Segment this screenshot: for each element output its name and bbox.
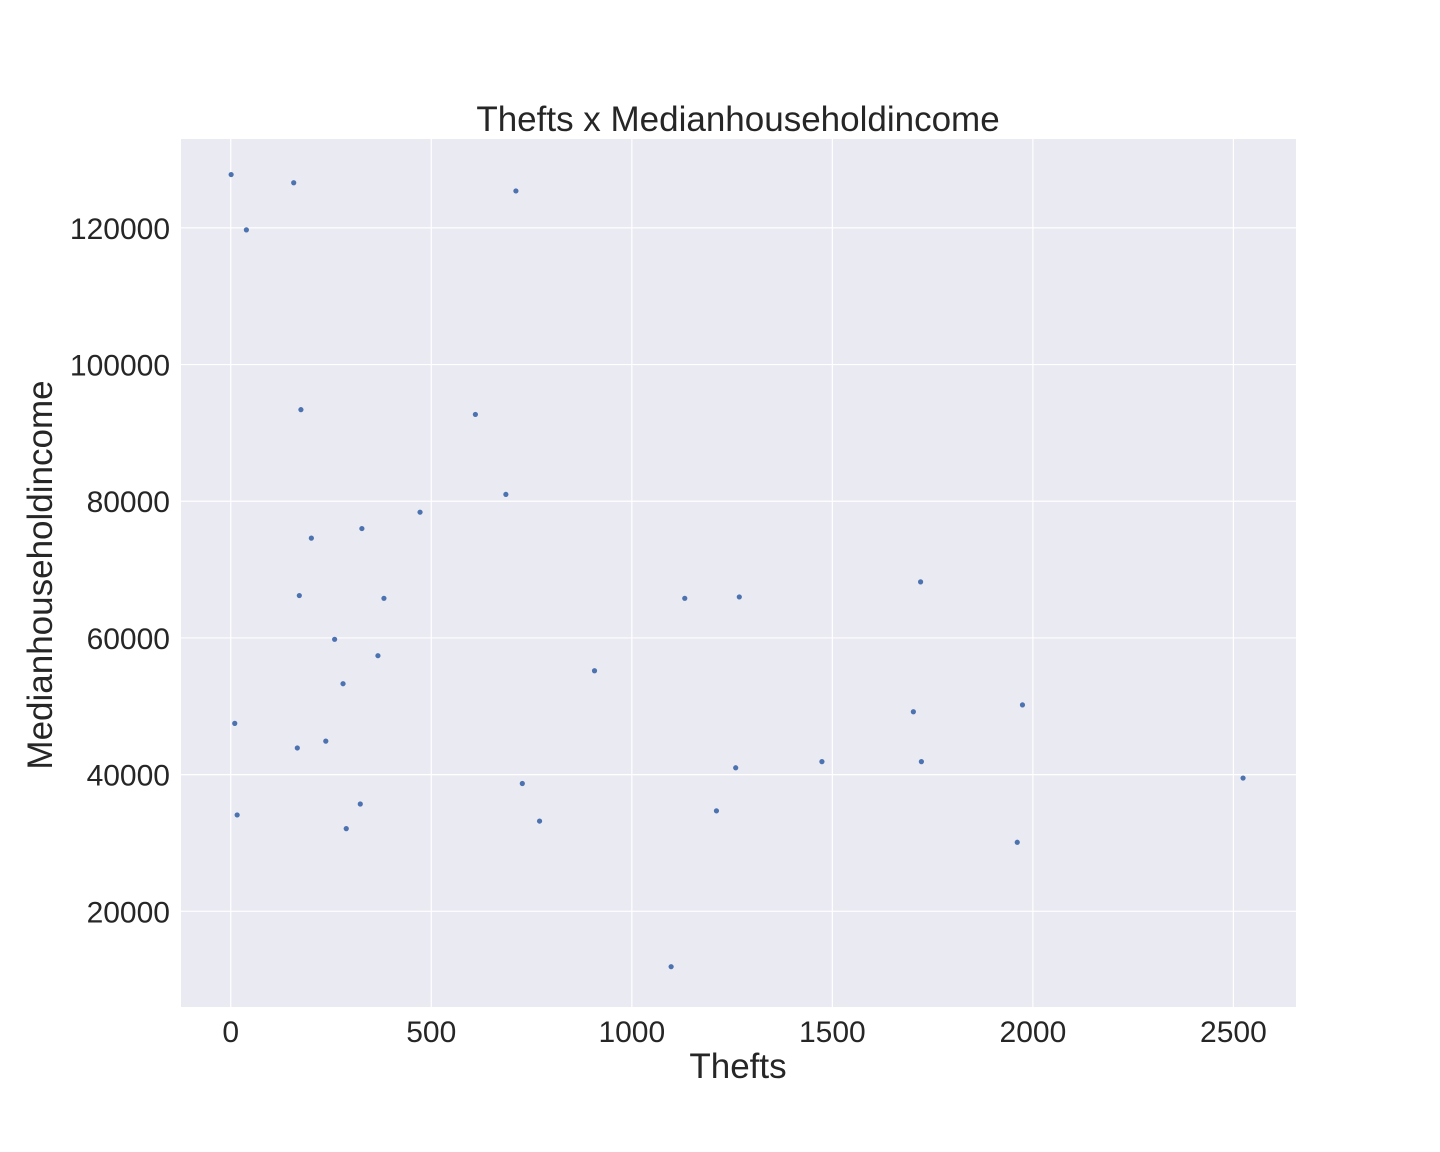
- data-point: [503, 491, 509, 498]
- data-point: [736, 594, 742, 600]
- data-point: [332, 636, 338, 642]
- data-point: [918, 759, 924, 765]
- data-point: [733, 765, 739, 771]
- data-point: [1014, 839, 1020, 845]
- y-tick-label: 20000: [87, 896, 170, 929]
- data-point: [668, 964, 674, 970]
- data-point: [359, 525, 365, 532]
- y-gridlines: [181, 227, 1296, 912]
- y-axis-label: Medianhouseholdincome: [21, 380, 60, 769]
- data-point: [536, 818, 543, 824]
- y-tick-label: 60000: [87, 623, 170, 656]
- data-point: [243, 227, 249, 233]
- data-point: [591, 668, 598, 674]
- data-point: [713, 808, 720, 814]
- data-point: [357, 801, 363, 807]
- data-point: [910, 709, 916, 715]
- y-tick-label: 80000: [87, 486, 170, 519]
- data-point: [340, 681, 346, 687]
- data-point: [291, 180, 297, 186]
- y-tick-labels: 20000 40000 60000 80000 100000 120000: [70, 213, 170, 929]
- data-point: [381, 595, 387, 601]
- plot-area: [181, 139, 1296, 1007]
- data-point: [472, 411, 478, 418]
- data-point: [417, 509, 423, 515]
- chart-title: Thefts x Medianhouseholdincome: [476, 100, 999, 139]
- x-gridlines: [230, 139, 1235, 1007]
- x-tick-label: 2500: [1200, 1016, 1267, 1049]
- data-point: [294, 745, 300, 751]
- data-points: [228, 171, 1246, 970]
- x-axis-label: Thefts: [689, 1047, 786, 1086]
- y-tick-label: 100000: [70, 350, 170, 383]
- data-point: [513, 188, 519, 194]
- data-point: [519, 780, 525, 787]
- data-point: [296, 592, 302, 599]
- data-point: [375, 653, 381, 659]
- data-point: [682, 595, 688, 601]
- data-point: [1240, 775, 1246, 781]
- data-point: [234, 812, 240, 818]
- data-point: [343, 826, 349, 832]
- data-point: [323, 738, 329, 744]
- data-point: [228, 171, 234, 178]
- y-tick-label: 120000: [70, 213, 170, 246]
- x-tick-labels: 0 500 1000 1500 2000 2500: [222, 1016, 1266, 1049]
- x-tick-label: 1500: [799, 1016, 866, 1049]
- y-tick-label: 40000: [87, 760, 170, 793]
- data-point: [308, 535, 314, 541]
- data-point: [917, 579, 924, 585]
- x-tick-label: 0: [222, 1016, 239, 1049]
- data-point: [1019, 702, 1026, 708]
- data-point: [232, 720, 238, 726]
- x-tick-label: 500: [406, 1016, 456, 1049]
- data-point: [298, 407, 304, 413]
- data-point: [819, 759, 825, 765]
- x-tick-label: 2000: [1000, 1016, 1067, 1049]
- x-tick-label: 1000: [598, 1016, 665, 1049]
